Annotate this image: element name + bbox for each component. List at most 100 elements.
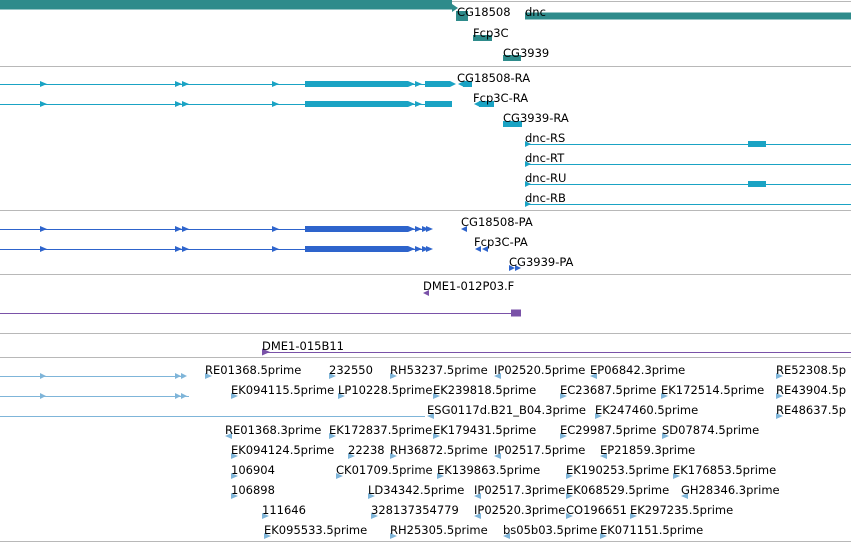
feature-transcripts[interactable]: dnc-RS — [525, 131, 851, 147]
feature-ests[interactable]: IP02517.5prime — [494, 443, 585, 459]
feature-ests[interactable]: bs05b03.5prime — [503, 523, 597, 539]
feature-proteins[interactable]: CG18508-PA — [0, 215, 533, 232]
feature-ests[interactable]: 106898 — [231, 483, 275, 499]
strand-arrow-right — [40, 246, 47, 252]
feature-label: EK172514.5prime — [661, 383, 764, 397]
feature-ests[interactable]: CK01709.5prime — [336, 463, 433, 479]
feature-ests[interactable]: EK068529.5prime — [566, 483, 669, 499]
feature-ests[interactable]: EK239818.5prime — [433, 383, 536, 399]
strand-arrow-right — [525, 201, 531, 207]
feature-ests[interactable]: 111646 — [262, 503, 306, 519]
feature-ests[interactable]: EK176853.5prime — [673, 463, 776, 479]
strand-arrow-right — [175, 101, 182, 107]
feature-ests[interactable]: EK094115.5prime — [231, 383, 334, 399]
feature-ests[interactable]: 328137354779 — [371, 503, 459, 519]
feature-genes[interactable]: Fcp3C — [473, 26, 509, 41]
feature-transcripts[interactable]: Fcp3C-RA — [0, 91, 528, 107]
feature-clones[interactable]: DME1-015B11 — [262, 339, 851, 356]
strand-arrow-right — [272, 226, 279, 232]
feature-genes[interactable]: CG3939 — [503, 46, 549, 61]
strand-arrow-right — [368, 493, 375, 499]
feature-genes[interactable]: dnc — [525, 5, 851, 20]
strand-arrow-right — [426, 226, 433, 232]
feature-ests[interactable]: RE01368.3prime — [225, 423, 321, 439]
feature-proteins[interactable]: CG3939-PA — [509, 255, 574, 271]
feature-transcripts[interactable]: dnc-RU — [525, 171, 851, 187]
strand-arrow-right — [390, 533, 397, 539]
feature-ests[interactable]: EP21859.3prime — [600, 443, 695, 459]
feature-ests[interactable]: EK297235.5prime — [630, 503, 733, 519]
feature-ests[interactable]: RE01368.5prime — [205, 363, 301, 379]
feature-label: IP02520.3prime — [474, 503, 565, 517]
feature-ests[interactable]: CO196651 — [566, 503, 627, 519]
feature-ests[interactable]: EK172837.5prime — [329, 423, 432, 439]
strand-arrow-right — [566, 493, 573, 499]
strand-arrow-right — [231, 393, 238, 399]
strand-arrow-right — [336, 473, 343, 479]
feature-ests[interactable]: ESG0117d.B21_B04.3prime — [427, 403, 586, 419]
strand-arrow-right — [600, 533, 607, 539]
feature-ests[interactable]: LP10228.5prime — [338, 383, 432, 399]
feature-transcripts[interactable]: dnc-RB — [525, 191, 851, 207]
feature-label: RH36872.5prime — [390, 443, 488, 457]
feature-ests[interactable]: 232550 — [329, 363, 373, 379]
feature-ests[interactable]: EK190253.5prime — [566, 463, 669, 479]
feature-ests[interactable]: EC29987.5prime — [560, 423, 656, 439]
strand-arrow-right — [437, 473, 444, 479]
feature-proteins[interactable]: Fcp3C-PA — [0, 235, 528, 252]
feature-transcripts[interactable]: CG18508-RA — [0, 71, 530, 87]
feature-ests[interactable]: GH28346.3prime — [681, 483, 780, 499]
feature-label: 106904 — [231, 463, 275, 477]
strand-arrow-right — [566, 513, 573, 519]
feature-label: EK297235.5prime — [630, 503, 733, 517]
strand-arrow-right — [182, 246, 189, 252]
feature-ests[interactable]: EK179431.5prime — [433, 423, 536, 439]
feature-ests[interactable]: RE52308.5p — [776, 363, 846, 379]
feature-label: EK179431.5prime — [433, 423, 536, 437]
feature-ests[interactable]: RH36872.5prime — [390, 443, 488, 459]
feature-genes[interactable]: CG18508 — [0, 0, 511, 21]
strand-arrow-right — [408, 81, 415, 87]
strand-arrow-left — [225, 433, 232, 439]
strand-arrow-left — [494, 373, 501, 379]
strand-arrow-right — [272, 101, 279, 107]
feature-ests[interactable]: EK172514.5prime — [661, 383, 764, 399]
feature-ests[interactable]: IP02520.5prime — [494, 363, 585, 379]
feature-ests[interactable]: EC23687.5prime — [560, 383, 656, 399]
feature-label: IP02517.5prime — [494, 443, 585, 457]
strand-arrow-right — [662, 433, 669, 439]
strand-arrow-right — [182, 81, 189, 87]
strand-arrow-right — [560, 393, 567, 399]
est-exon-arrow — [181, 373, 187, 379]
feature-ests[interactable]: SD07874.5prime — [662, 423, 759, 439]
feature-ests[interactable]: EP06842.3prime — [590, 363, 685, 379]
feature-transcripts[interactable]: dnc-RT — [525, 151, 851, 167]
feature-ests[interactable]: EK071151.5prime — [600, 523, 703, 539]
feature-label: Fcp3C — [473, 26, 509, 40]
feature-block — [511, 309, 521, 317]
feature-ests[interactable]: IP02517.3prime — [474, 483, 565, 499]
feature-clones[interactable]: DME1-012P03.F — [0, 279, 521, 317]
feature-ests[interactable]: EK094124.5prime — [231, 443, 334, 459]
feature-transcripts[interactable]: CG3939-RA — [503, 111, 569, 127]
feature-label: dnc-RU — [525, 171, 566, 185]
feature-ests[interactable]: RE48637.5p — [776, 403, 846, 419]
feature-label: 106898 — [231, 483, 275, 497]
feature-ests[interactable]: EK247460.5prime — [595, 403, 698, 419]
feature-label: DME1-012P03.F — [423, 279, 514, 293]
strand-arrow-right — [673, 473, 680, 479]
feature-ests[interactable]: RH53237.5prime — [390, 363, 488, 379]
feature-ests[interactable]: RH25305.5prime — [390, 523, 488, 539]
feature-label: RE48637.5p — [776, 403, 846, 417]
feature-ests[interactable]: IP02520.3prime — [474, 503, 565, 519]
feature-ests[interactable]: RE43904.5p — [776, 383, 846, 399]
feature-ests[interactable]: 22238 — [348, 443, 385, 459]
feature-ests[interactable]: EK095533.5prime — [264, 523, 367, 539]
feature-label: Fcp3C-PA — [474, 235, 528, 249]
feature-ests[interactable]: LD34342.5prime — [368, 483, 464, 499]
feature-block — [463, 81, 472, 87]
feature-label: RH25305.5prime — [390, 523, 488, 537]
feature-ests[interactable]: EK139863.5prime — [437, 463, 540, 479]
feature-ests[interactable]: 106904 — [231, 463, 275, 479]
